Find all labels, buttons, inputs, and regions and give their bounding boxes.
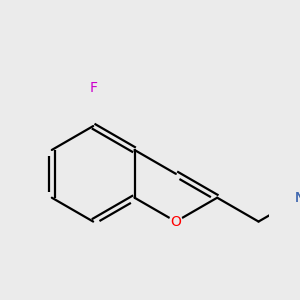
- Text: F: F: [89, 81, 97, 95]
- Text: N: N: [295, 191, 300, 205]
- Circle shape: [169, 215, 182, 228]
- Text: O: O: [170, 214, 181, 229]
- Circle shape: [87, 81, 100, 94]
- Text: F: F: [89, 81, 97, 95]
- Text: N: N: [295, 191, 300, 205]
- Text: O: O: [170, 214, 181, 229]
- Circle shape: [293, 191, 300, 204]
